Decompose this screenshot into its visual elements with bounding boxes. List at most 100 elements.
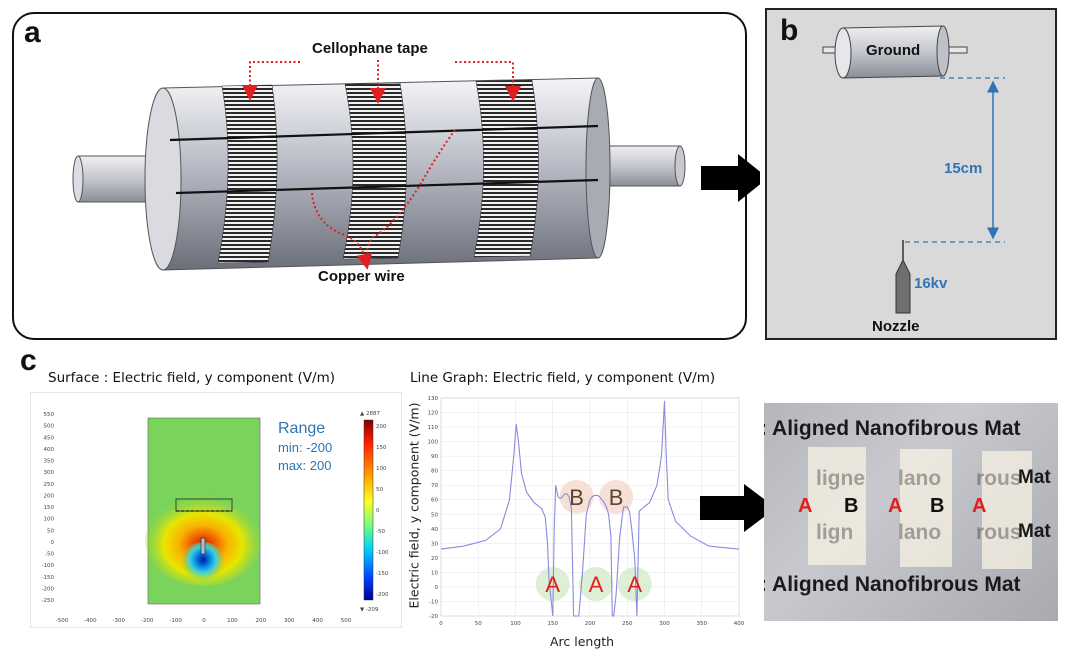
colorbar-tick: -50: [376, 529, 385, 535]
colorbar-tick: 200: [376, 424, 387, 430]
surface-x-tick: -300: [113, 618, 126, 624]
ghost-text-2b: lano: [898, 521, 942, 544]
line-graph-x-tick: 0: [439, 621, 443, 627]
electrospin-setup: [822, 25, 1005, 314]
line-graph-y-tick: 10: [431, 570, 438, 576]
surface-x-tick: 500: [341, 618, 352, 624]
range-title: Range: [278, 420, 326, 437]
surface-x-tick: -500: [56, 618, 69, 624]
colorbar-max: ▲ 2887: [360, 411, 380, 417]
surface-y-tick: -50: [45, 552, 54, 558]
photo-caption-bottom: : Aligned Nanofibrous Mat: [764, 573, 1021, 596]
region-label: A: [627, 572, 642, 597]
ground-collector: [822, 25, 968, 79]
colorbar-tick: 150: [376, 445, 387, 451]
line-graph-y-tick: 70: [431, 483, 438, 489]
surface-y-tick: 350: [44, 459, 55, 465]
region-label: A: [589, 572, 604, 597]
line-graph-y-tick: 50: [431, 512, 438, 518]
line-graph-y-tick: 0: [435, 585, 439, 591]
ghost-text-1c: rous: [976, 467, 1022, 490]
region-labels: A A AB B: [545, 485, 642, 597]
line-graph-y-tick: 90: [431, 454, 438, 460]
surface-x-tick: 200: [256, 618, 267, 624]
wire-callout-arrows: [311, 129, 456, 270]
surface-y-tick: 400: [44, 447, 55, 453]
panel-a-letter: a: [24, 16, 41, 49]
line-graph-y-tick: 20: [431, 556, 438, 562]
surface-x-ticks: -500 -400 -300 -200 -100 0 100 200 300 400 500: [56, 618, 352, 624]
tape-strip-2: [900, 449, 952, 567]
ghost-text-1d: Mat: [1018, 467, 1051, 488]
panel-b-letter: b: [780, 14, 799, 47]
colorbar-tick: 50: [376, 487, 383, 493]
region-highlight: [617, 567, 652, 602]
distance-marker: [905, 77, 1005, 243]
region-highlights: [535, 479, 652, 602]
tape-callout-arrows: [242, 60, 521, 104]
line-graph-y-tick: 80: [431, 469, 438, 475]
drum-illustration: [72, 60, 760, 271]
photo-mark-b1: B: [844, 495, 859, 517]
surface-plot-title: Surface : Electric field, y component (V…: [48, 370, 336, 386]
region-highlight: [578, 567, 613, 602]
colorbar-tick: 0: [376, 508, 380, 514]
surface-x-tick: -200: [141, 618, 154, 624]
ground-label: Ground: [866, 42, 921, 59]
photo-mark-a1: A: [798, 495, 813, 517]
nanofiber-photo: : Aligned Nanofibrous Mat : Aligned Nano…: [764, 403, 1058, 621]
line-graph-y-tick: -10: [429, 599, 438, 605]
surface-y-tick: 550: [44, 412, 55, 418]
photo-mark-a2: A: [888, 495, 903, 517]
field-map: [145, 417, 261, 605]
line-graph-y-tick: 110: [428, 425, 439, 431]
line-graph-x-tick: 50: [475, 621, 482, 627]
ghost-text-1a: ligne: [816, 467, 866, 490]
region-highlight: [535, 567, 570, 602]
surface-y-tick: 100: [44, 517, 55, 523]
line-graph-x-tick: 200: [585, 621, 596, 627]
line-graph-x-tick: 250: [622, 621, 633, 627]
surface-y-tick: 250: [44, 482, 55, 488]
surface-y-tick: -200: [42, 586, 55, 592]
tape-strip-1: [808, 447, 866, 565]
surface-y-tick: 150: [44, 505, 55, 511]
line-graph-x-tick: 100: [510, 621, 521, 627]
surface-y-tick: 0: [51, 540, 55, 546]
line-graph-x-tick: 300: [659, 621, 670, 627]
copper-wires: [169, 124, 599, 195]
line-graph-y-tick: 100: [428, 440, 439, 446]
surface-plot: 550500450400350300250200150100500-50-100…: [30, 392, 402, 628]
range-min: min: -200: [278, 440, 333, 455]
line-graph-title: Line Graph: Electric field, y component …: [410, 370, 716, 386]
surface-y-tick: -250: [42, 598, 55, 604]
surface-y-tick: 300: [44, 470, 55, 476]
surface-x-tick: 100: [227, 618, 238, 624]
ghost-text-1b: lano: [898, 467, 942, 490]
tape-bands: [217, 79, 539, 264]
right-axle: [597, 145, 686, 187]
ghost-text-2d: Mat: [1018, 521, 1051, 542]
voltage-label: 16kv: [914, 275, 948, 292]
photo-mark-b2: B: [930, 495, 945, 517]
line-graph-y-tick: -20: [429, 614, 438, 620]
surface-y-ticks: 550500450400350300250200150100500-50-100…: [42, 412, 55, 604]
photo-mark-a3: A: [972, 495, 987, 517]
surface-x-tick: 400: [312, 618, 323, 624]
surface-y-tick: 200: [44, 493, 55, 499]
region-highlight: [559, 479, 594, 514]
line-graph-x-tick: 150: [548, 621, 559, 627]
nozzle-shape: [895, 240, 911, 314]
colorbar: [363, 419, 374, 601]
line-graph-y-tick: 30: [431, 541, 438, 547]
surface-x-tick: 300: [284, 618, 295, 624]
line-graph-x-tick: 400: [734, 621, 745, 627]
distance-label: 15cm: [944, 160, 983, 177]
colorbar-ticks: 200 150 100 50 0 -50 -100 -150 -200: [376, 424, 389, 598]
arrow-graph-to-photo: [700, 484, 776, 532]
surface-x-tick: 0: [202, 618, 206, 624]
colorbar-tick: -150: [376, 571, 389, 577]
line-graph-x-tick: 350: [697, 621, 708, 627]
